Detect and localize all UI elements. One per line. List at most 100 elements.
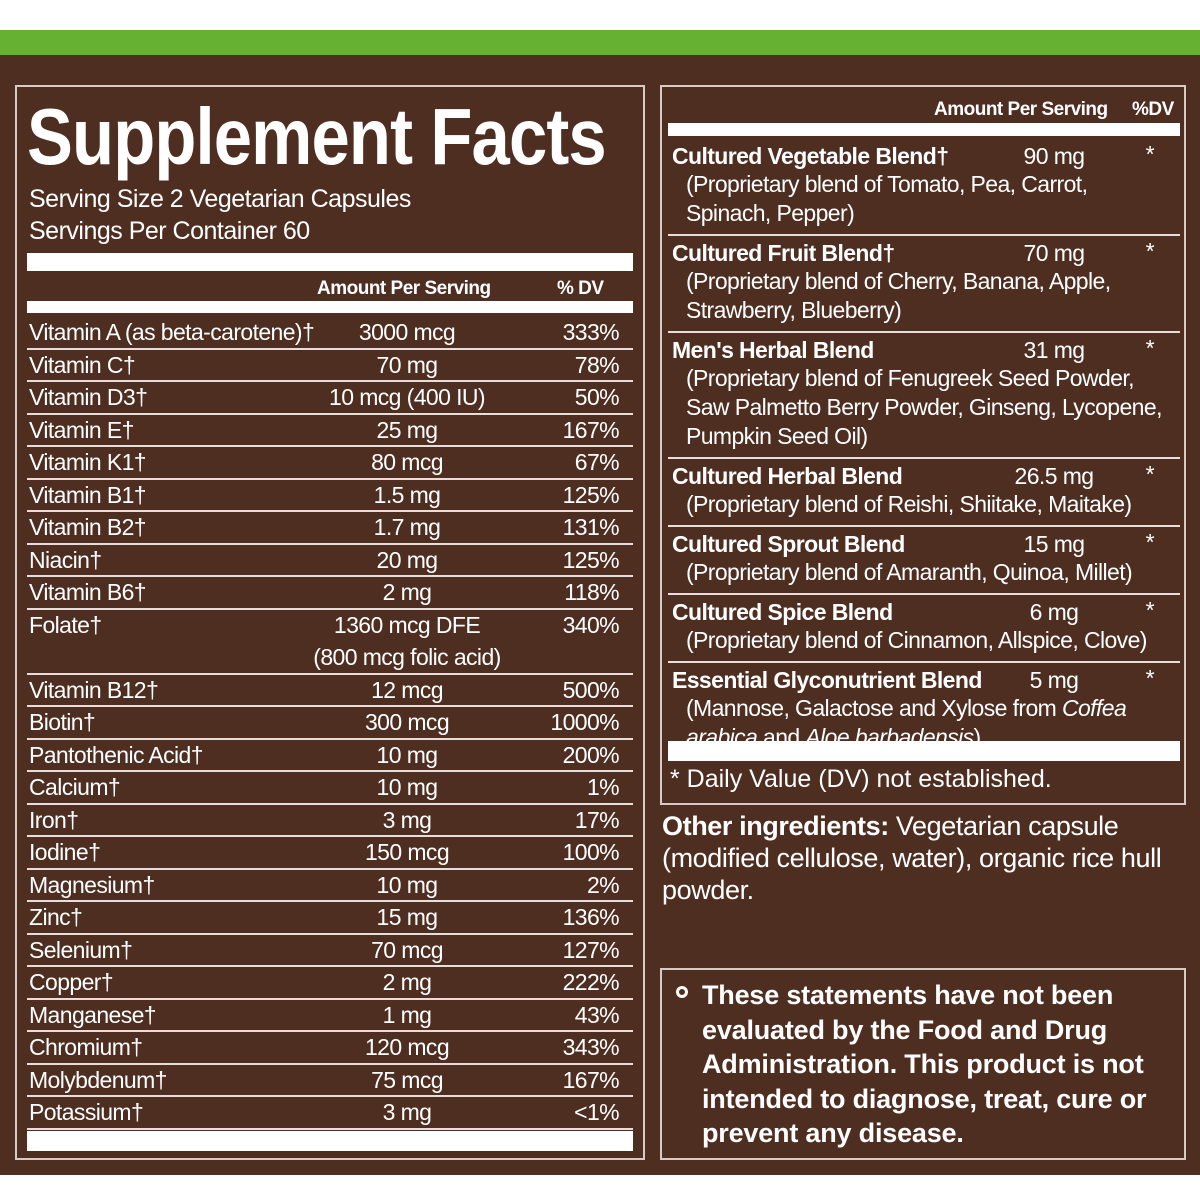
- nutrient-dv: 50%: [574, 384, 620, 410]
- amount-header: Amount Per Serving: [317, 278, 491, 299]
- thick-rule: [27, 253, 633, 271]
- nutrient-dv: 2%: [586, 871, 620, 898]
- blend-dv: *: [1145, 141, 1155, 167]
- blend-row: Cultured Vegetable Blend† 90 mg * (Propriet…: [668, 139, 1180, 236]
- blend-name: Cultured Fruit Blend†: [672, 240, 895, 266]
- nutrient-amount: 12 mcg: [371, 676, 443, 703]
- nutrient-name: Copper†: [29, 969, 114, 995]
- nutrient-name: Vitamin A (as beta-carotene)†: [29, 319, 315, 345]
- blend-name: Essential Glyconutrient Blend: [672, 667, 982, 693]
- blend-description: (Proprietary blend of Cherry, Banana, Ap…: [686, 268, 1111, 323]
- nutrient-amount: 25 mg: [376, 416, 439, 443]
- nutrient-amount: 1360 mcg DFE: [333, 611, 481, 638]
- blend-amount: 15 mg: [1023, 531, 1086, 557]
- nutrient-name: Niacin†: [29, 546, 102, 573]
- blend-description: (Proprietary blend of Fenugreek Seed Pow…: [686, 365, 1162, 449]
- blend-name: Cultured Herbal Blend: [672, 463, 903, 489]
- nutrient-amount: 80 mcg: [371, 449, 443, 475]
- nutrient-row: Vitamin K1† 80 mcg 67%: [27, 447, 633, 480]
- thick-rule: [668, 741, 1180, 761]
- nutrient-amount: 10 mg: [376, 774, 439, 800]
- nutrient-amount: 1.5 mg: [373, 481, 441, 508]
- blend-description: (Proprietary blend of Reishi, Shiitake, …: [686, 491, 1132, 517]
- other-ingredients-label: Other ingredients:: [662, 811, 889, 841]
- other-ingredients-text: Vegetarian capsule (modified cellulose, …: [662, 811, 1162, 905]
- blend-amount: 6 mg: [1029, 599, 1079, 625]
- nutrient-dv: 200%: [562, 741, 620, 768]
- nutrient-amount: 1.7 mg: [373, 514, 441, 540]
- nutrient-amount-note: (800 mcg folic acid): [313, 643, 501, 670]
- rule: [27, 301, 633, 313]
- blends-table: Cultured Vegetable Blend† 90 mg * (Propriet…: [668, 139, 1180, 760]
- nutrient-row: Magnesium† 10 mg 2%: [27, 870, 633, 902]
- nutrient-dv: 17%: [574, 806, 620, 833]
- blend-name: Cultured Sprout Blend: [672, 531, 905, 557]
- green-band: [0, 30, 1200, 55]
- nutrient-amount: 15 mg: [376, 904, 439, 930]
- nutrient-row: Vitamin B6† 2 mg 118%: [27, 577, 633, 610]
- nutrient-row: Potassium† 3 mg <1%: [27, 1097, 633, 1130]
- serving-size: Serving Size 2 Vegetarian Capsules: [29, 185, 411, 213]
- blend-amount: 26.5 mg: [1014, 463, 1095, 489]
- nutrient-amount: 2 mg: [382, 969, 432, 995]
- nutrient-amount: 150 mcg: [364, 839, 450, 865]
- blend-dv: *: [1145, 335, 1155, 361]
- nutrient-amount: 75 mcg: [371, 1066, 443, 1093]
- blend-description: (Proprietary blend of Amaranth, Quinoa, …: [686, 559, 1133, 585]
- nutrient-dv: 67%: [574, 449, 620, 475]
- nutrient-amount: 10 mg: [376, 871, 439, 898]
- nutrient-dv: 343%: [562, 1034, 620, 1060]
- nutrient-name: Folate†: [29, 611, 102, 638]
- nutrient-name: Potassium†: [29, 1099, 144, 1125]
- nutrient-name: Vitamin B12†: [29, 676, 159, 703]
- nutrient-amount: 3000 mcg: [358, 319, 456, 345]
- blend-name: Men's Herbal Blend: [672, 337, 874, 363]
- vitamins-table: Vitamin A (as beta-carotene)† 3000 mcg 333…: [27, 317, 633, 1130]
- nutrient-dv: 43%: [574, 1001, 620, 1028]
- nutrient-dv: 167%: [562, 416, 620, 443]
- nutrient-row: Biotin† 300 mcg 1000%: [27, 707, 633, 740]
- bullet-icon: [676, 986, 688, 998]
- nutrient-amount: 1 mg: [382, 1001, 432, 1028]
- nutrient-amount: 2 mg: [382, 579, 432, 605]
- nutrient-dv: 127%: [562, 936, 620, 963]
- blend-amount: 5 mg: [1029, 667, 1079, 693]
- footnote: * Daily Value (DV) not established.: [670, 765, 1052, 793]
- nutrient-amount: 70 mg: [376, 351, 439, 378]
- nutrient-name: Zinc†: [29, 904, 83, 930]
- nutrient-amount: 20 mg: [376, 546, 439, 573]
- blend-dv: *: [1145, 597, 1155, 623]
- nutrient-name: Vitamin D3†: [29, 384, 148, 410]
- description-part: (Mannose, Galactose and Xylose from: [686, 695, 1062, 721]
- nutrient-dv: 100%: [562, 839, 620, 865]
- dv-header: % DV: [557, 278, 604, 299]
- blend-amount: 90 mg: [1023, 143, 1086, 169]
- nutrient-name: Calcium†: [29, 774, 121, 800]
- nutrient-row: Vitamin C† 70 mg 78%: [27, 350, 633, 382]
- nutrient-amount: 10 mcg (400 IU): [329, 384, 486, 410]
- nutrient-dv: 222%: [562, 969, 620, 995]
- nutrient-row: Molybdenum† 75 mcg 167%: [27, 1065, 633, 1097]
- nutrient-name: Molybdenum†: [29, 1066, 167, 1093]
- nutrient-amount: 3 mg: [382, 1099, 432, 1125]
- nutrient-dv: 78%: [574, 351, 620, 378]
- nutrient-row: Folate† 1360 mcg DFE 340% (800 mcg folic ac…: [27, 610, 633, 675]
- nutrient-row: Copper† 2 mg 222%: [27, 967, 633, 1000]
- nutrient-row: Vitamin B1† 1.5 mg 125%: [27, 480, 633, 512]
- blend-dv: *: [1145, 665, 1155, 691]
- blends-panel: Amount Per Serving %DV Cultured Vegetabl…: [660, 85, 1186, 805]
- nutrient-row: Vitamin E† 25 mg 167%: [27, 415, 633, 447]
- blend-amount: 70 mg: [1023, 240, 1086, 266]
- nutrient-row: Vitamin B2† 1.7 mg 131%: [27, 512, 633, 545]
- nutrient-row: Vitamin B12† 12 mcg 500%: [27, 675, 633, 707]
- nutrient-row: Chromium† 120 mcg 343%: [27, 1032, 633, 1065]
- nutrient-dv: 118%: [564, 579, 619, 605]
- nutrient-name: Pantothenic Acid†: [29, 741, 204, 768]
- nutrient-row: Iron† 3 mg 17%: [27, 805, 633, 837]
- blend-dv: *: [1145, 238, 1155, 264]
- blend-description: (Proprietary blend of Cinnamon, Allspice…: [686, 627, 1147, 653]
- amount-header: Amount Per Serving: [934, 99, 1108, 120]
- nutrient-row: Vitamin D3† 10 mcg (400 IU) 50%: [27, 382, 633, 415]
- nutrient-row: Vitamin A (as beta-carotene)† 3000 mcg 333…: [27, 317, 633, 350]
